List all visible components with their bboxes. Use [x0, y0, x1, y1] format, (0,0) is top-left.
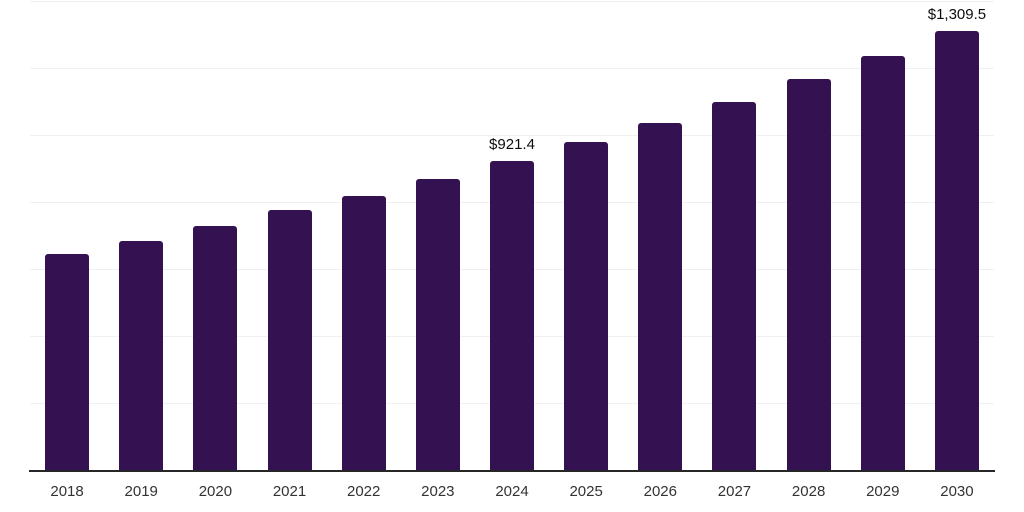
bar-2029	[860, 56, 905, 470]
x-tick-label-2022: 2022	[347, 483, 381, 500]
x-tick-label-2024: 2024	[495, 483, 529, 500]
bar-2027	[712, 101, 757, 470]
x-tick-label-2027: 2027	[717, 483, 752, 500]
x-tick-label-2023: 2023	[421, 483, 455, 500]
bar-2024	[490, 161, 534, 470]
x-tick-label-2030: 2030	[940, 483, 974, 500]
gridline	[30, 1, 994, 2]
bar-2026	[638, 123, 683, 470]
x-tick-label-2029: 2029	[866, 483, 900, 500]
bar-2018	[45, 253, 90, 470]
x-tick-label-2020: 2020	[198, 483, 233, 500]
x-tick-label-2019: 2019	[124, 483, 158, 500]
x-axis-labels: 2018 2019 2020 2021 2022 2023 2024 2025 2026 2027…	[30, 483, 994, 508]
x-tick-label-2018: 2018	[50, 483, 84, 500]
bar-2030	[934, 31, 979, 470]
x-tick-label-2028: 2028	[791, 483, 826, 500]
value-label-2030: $1,309.5	[927, 5, 987, 23]
gridline	[30, 68, 994, 69]
x-axis-line	[29, 470, 995, 472]
plot-area: $921.4 $1,309.5	[30, 0, 994, 470]
bar-2021	[267, 210, 312, 470]
bar-2028	[786, 79, 831, 470]
bar-2023	[415, 178, 460, 470]
value-label-2024: $921.4	[489, 135, 535, 153]
x-tick-label-2021: 2021	[272, 483, 307, 500]
x-tick-label-2026: 2026	[643, 483, 677, 500]
bar-2019	[119, 240, 164, 470]
gridline	[30, 135, 994, 136]
bar-2020	[193, 225, 238, 470]
bar-2025	[564, 142, 609, 470]
x-tick-label-2025: 2025	[569, 483, 603, 500]
bar-2022	[341, 195, 386, 470]
